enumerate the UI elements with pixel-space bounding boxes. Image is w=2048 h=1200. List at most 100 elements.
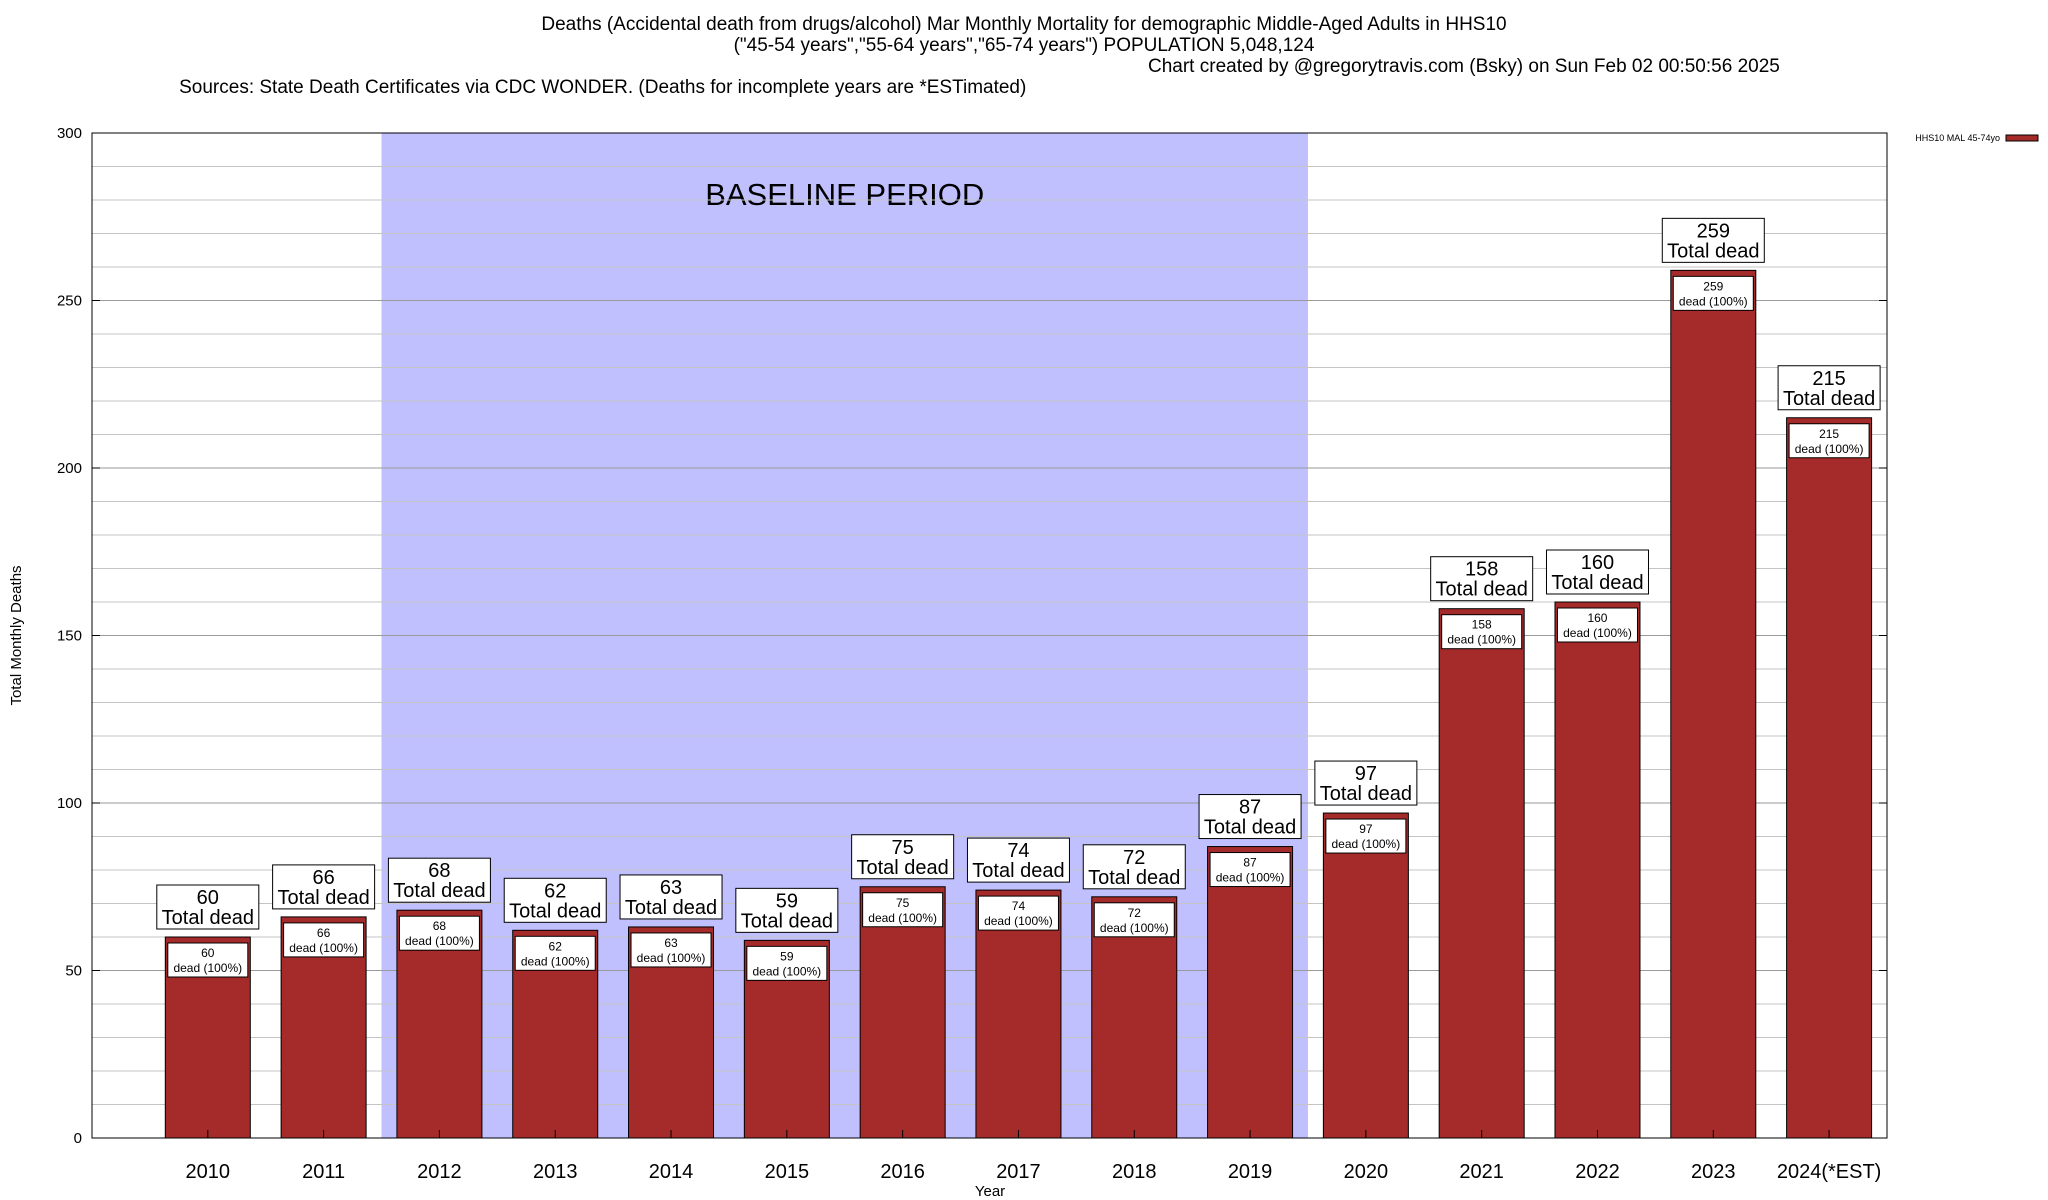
bar-top-total-label: Total dead [277,887,369,909]
bar-inner-percent-label: dead (100%) [521,954,590,968]
bar-top-value-label: 158 [1465,559,1498,581]
bar-inner-percent-label: dead (100%) [752,964,821,978]
bar-top-total-label: Total dead [1551,572,1643,594]
bar-inner-label-box [1788,423,1870,459]
bar-inner-percent-label: dead (100%) [1216,871,1285,885]
bar-inner-label-box [862,892,944,928]
bar-inner-value-label: 259 [1703,279,1723,293]
baseline-period-label: BASELINE PERIOD [705,177,984,212]
x-tick-label: 2018 [1112,1161,1157,1183]
bar-top-total-label: Total dead [741,910,833,932]
chart-sources-text: Sources: State Death Certificates via CD… [179,77,1027,98]
bar-inner-label-box [1093,902,1175,938]
bar-inner-label-box [167,942,249,978]
bar-inner-label-box [283,922,365,958]
bar-inner-percent-label: dead (100%) [984,914,1053,928]
bar-top-value-label: 160 [1581,552,1614,574]
x-tick-label: 2016 [880,1161,925,1183]
bar-inner-value-label: 72 [1128,906,1142,920]
x-tick-label: 2021 [1459,1161,1504,1183]
plot-frame [91,132,1888,1139]
bar-top-value-label: 97 [1355,763,1377,785]
bar-top-total-label: Total dead [1783,388,1875,410]
bar-top-value-label: 59 [776,890,798,912]
bar-top-total-label: Total dead [972,860,1064,882]
bar-top-label-box [156,884,260,930]
bar-inner-label-box [1325,818,1407,854]
bar-inner-label-box [1209,852,1291,888]
bar-top-total-label: Total dead [393,880,485,902]
bar-top-label-box [1430,556,1534,602]
x-tick-label: 2024(*EST) [1777,1161,1882,1183]
bar [1322,812,1409,1139]
bar-inner-percent-label: dead (100%) [637,951,706,965]
bar-inner-value-label: 68 [433,919,447,933]
bar-inner-label-box [1672,275,1754,311]
bar-top-total-label: Total dead [856,857,948,879]
y-tick-label: 300 [57,125,82,142]
bar-inner-value-label: 74 [1012,899,1026,913]
bar-inner-percent-label: dead (100%) [1795,442,1864,456]
chart-subtitle: ("45-54 years","55-64 years","65-74 year… [733,35,1315,56]
bar-top-total-label: Total dead [1667,240,1759,262]
bar-top-value-label: 68 [428,860,450,882]
bar [1207,846,1294,1139]
bar-inner-label-box [514,935,596,971]
bar [1786,417,1873,1139]
bar-inner-label-box [1441,614,1523,650]
bar-top-value-label: 72 [1123,847,1145,869]
y-tick-label: 0 [74,1130,82,1147]
x-tick-label: 2011 [302,1161,345,1183]
y-tick-label: 100 [57,795,82,812]
legend-label: HHS10 MAL 45-74yo [1915,133,2000,143]
bar-top-value-label: 60 [197,887,219,909]
bar-inner-value-label: 87 [1243,856,1257,870]
bar-top-value-label: 74 [1007,840,1029,862]
bar-inner-percent-label: dead (100%) [1447,633,1516,647]
bar-top-value-label: 259 [1697,220,1730,242]
bar-top-total-label: Total dead [509,900,601,922]
bar [975,889,1062,1139]
x-tick-label: 2020 [1344,1161,1389,1183]
bar [1670,269,1757,1139]
y-tick-label: 200 [57,460,82,477]
x-tick-label: 2014 [649,1161,694,1183]
bar-inner-value-label: 158 [1472,618,1492,632]
bar-inner-percent-label: dead (100%) [173,961,242,975]
bar [1438,608,1525,1139]
bar-top-label-box [966,837,1070,883]
bar-inner-percent-label: dead (100%) [1679,294,1748,308]
bar-inner-label-box [977,895,1059,931]
y-axis-label: Total Monthly Deaths [8,565,25,705]
bar-top-total-label: Total dead [625,897,717,919]
bar-top-label-box [1082,844,1186,890]
bar [859,886,946,1139]
bar-top-total-label: Total dead [1204,817,1296,839]
bar-inner-value-label: 97 [1359,822,1373,836]
bar-top-label-box [387,857,491,903]
chart-header: Deaths (Accidental death from drugs/alco… [0,14,2048,119]
bar-top-total-label: Total dead [1088,867,1180,889]
x-axis-label: Year [975,1183,1005,1200]
bar-top-value-label: 215 [1812,368,1845,390]
x-tick-label: 2015 [765,1161,810,1183]
bar-top-value-label: 75 [892,837,914,859]
bar [1554,601,1641,1139]
bar-inner-percent-label: dead (100%) [1332,837,1401,851]
x-tick-label: 2010 [186,1161,231,1183]
legend-swatch [2005,134,2039,142]
bar-top-label-box [1314,760,1418,806]
x-tick-label: 2019 [1228,1161,1273,1183]
bar-inner-label-box [630,932,712,968]
chart-credit: Chart created by @gregorytravis.com (Bsk… [1148,56,1780,77]
x-tick-label: 2013 [533,1161,578,1183]
bar-inner-value-label: 66 [317,926,331,940]
bar-top-label-box [1545,549,1649,595]
bar-inner-value-label: 59 [780,949,794,963]
bar-inner-percent-label: dead (100%) [868,911,937,925]
bar-top-label-box [272,864,376,910]
bar-inner-label-box [746,945,828,981]
bar-top-total-label: Total dead [162,907,254,929]
bar-inner-percent-label: dead (100%) [405,934,474,948]
